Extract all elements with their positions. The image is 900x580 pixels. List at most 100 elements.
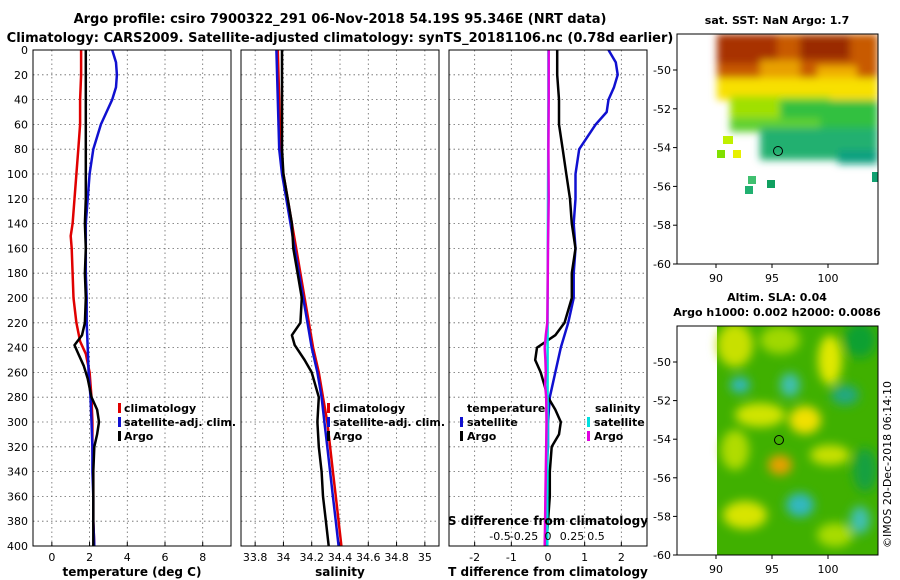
argo-position-marker [774,435,784,445]
x-tick-label: 35 [418,551,432,564]
lat-tick-label: -50 [653,356,671,369]
difference-legend: temperature satellite Argo salinity sate… [460,402,645,443]
depth-tick-label: 200 [7,292,28,305]
x-tick-label: 34.2 [299,551,324,564]
depth-tick-labels: 0 20 40 60 80 100 120 140 160 180 200 220 240 260 280 3… [7,44,28,553]
s-tick-label: -0.25 [510,530,538,543]
t-difference-axis-label: T difference from climatology [448,565,648,579]
figure-title-line1: Argo profile: csiro 7900322_291 06-Nov-2… [74,12,607,27]
depth-tick-label: 280 [7,391,28,404]
difference-frame [448,49,648,547]
legend-s-argo: Argo [594,430,624,443]
depth-tick-label: 220 [7,317,28,330]
legend-swatch-argo [118,431,121,441]
salinity-grid [241,50,439,546]
depth-tick-label: 20 [14,69,28,82]
lon-tick-label: 100 [818,272,839,285]
legend-climatology: climatology [124,402,196,415]
x-tick-label: 4 [124,551,131,564]
salinity-series [275,50,343,546]
sla-field [717,326,878,555]
difference-tick-labels: -2 -1 0 1 2 [469,551,625,564]
legend-climatology: climatology [333,402,405,415]
x-tick-label: 2 [86,551,93,564]
x-tick-label: 0 [545,551,552,564]
salinity-difference-tick-labels: -0.5 -0.25 0 0.25 0.5 [489,530,604,543]
depth-tick-label: 0 [21,44,28,57]
depth-tick-label: 300 [7,416,28,429]
salinity-tick-labels: 33.8 34 34.2 34.4 34.6 34.8 35 [243,551,432,564]
lat-tick-label: -52 [653,103,671,116]
legend-satellite: satellite-adj. clim. [333,416,445,429]
series-line-salinity-argo [543,50,550,546]
sla-map: Altim. SLA: 0.04 Argo h1000: 0.002 h2000… [653,291,881,576]
legend-swatch-climatology [327,403,330,413]
sst-map-ticks: -50 -52 -54 -56 -58 -60 90 95 100 [653,64,838,285]
legend-s-satellite: satellite [594,416,645,429]
sla-map-ticks: -50 -52 -54 -56 -58 -60 90 95 100 [653,356,838,576]
legend-temperature-title: temperature [467,402,545,415]
s-tick-label: 0 [545,530,552,543]
lat-tick-label: -60 [653,549,671,562]
lon-tick-label: 95 [765,272,779,285]
x-tick-label: 34.4 [328,551,353,564]
x-tick-label: 1 [581,551,588,564]
depth-tick-label: 180 [7,267,28,280]
temperature-grid [33,50,231,546]
legend-t-argo: Argo [467,430,497,443]
lat-tick-label: -54 [653,142,671,155]
depth-tick-label: 160 [7,242,28,255]
depth-tick-label: 40 [14,94,28,107]
depth-tick-label: 360 [7,490,28,503]
salinity-axis-label: salinity [315,565,365,579]
depth-tick-label: 140 [7,218,28,231]
legend-t-satellite: satellite [467,416,518,429]
depth-tick-label: 120 [7,193,28,206]
temperature-frame [32,49,232,547]
sla-map-title-line1: Altim. SLA: 0.04 [727,291,827,304]
series-line-temperature-argo [533,50,577,546]
depth-tick-label: 240 [7,342,28,355]
lat-tick-label: -56 [653,180,671,193]
sst-map-frame [676,33,879,265]
x-tick-label: 2 [618,551,625,564]
lon-tick-label: 100 [818,563,839,576]
temperature-tick-labels: 0 2 4 6 8 [48,551,206,564]
s-tick-label: 0.25 [560,530,585,543]
depth-tick-label: 100 [7,168,28,181]
sst-map: sat. SST: NaN Argo: 1.7 [653,14,879,285]
sst-field [717,34,878,194]
lat-tick-label: -60 [653,258,671,271]
lat-tick-label: -58 [653,219,671,232]
legend-argo: Argo [333,430,363,443]
depth-tick-label: 400 [7,540,28,553]
lon-tick-label: 95 [765,563,779,576]
argo-position-marker [773,146,783,156]
imos-credit: ©IMOS 20-Dec-2018 06:14:10 [881,381,894,548]
sla-map-title-line2: Argo h1000: 0.002 h2000: 0.0086 [673,306,881,319]
salinity-panel: 33.8 34 34.2 34.4 34.6 34.8 35 salinity climat… [240,49,445,579]
legend-swatch-satellite [327,417,330,427]
sla-map-frame [676,325,879,556]
depth-tick-label: 80 [14,143,28,156]
depth-tick-label: 320 [7,441,28,454]
s-difference-axis-label: S difference from climatology [448,514,648,528]
lat-tick-label: -58 [653,510,671,523]
legend-swatch-s-argo [587,431,590,441]
legend-argo: Argo [124,430,154,443]
s-tick-label: -0.5 [489,530,510,543]
lat-tick-label: -52 [653,395,671,408]
legend-swatch-argo [327,431,330,441]
depth-tick-label: 60 [14,118,28,131]
temperature-axis-label: temperature (deg C) [63,565,202,579]
difference-panel: -2 -1 0 1 2 -0.5 -0.25 0 0.25 0.5 S difference f… [448,49,648,579]
salinity-frame [240,49,440,547]
series-line-argo [280,50,330,546]
depth-tick-label: 260 [7,366,28,379]
figure-title-line2: Climatology: CARS2009. Satellite-adjuste… [7,31,674,46]
x-tick-label: 34 [276,551,290,564]
s-tick-label: 0.5 [587,530,605,543]
x-tick-label: -1 [506,551,517,564]
lat-tick-label: -54 [653,433,671,446]
